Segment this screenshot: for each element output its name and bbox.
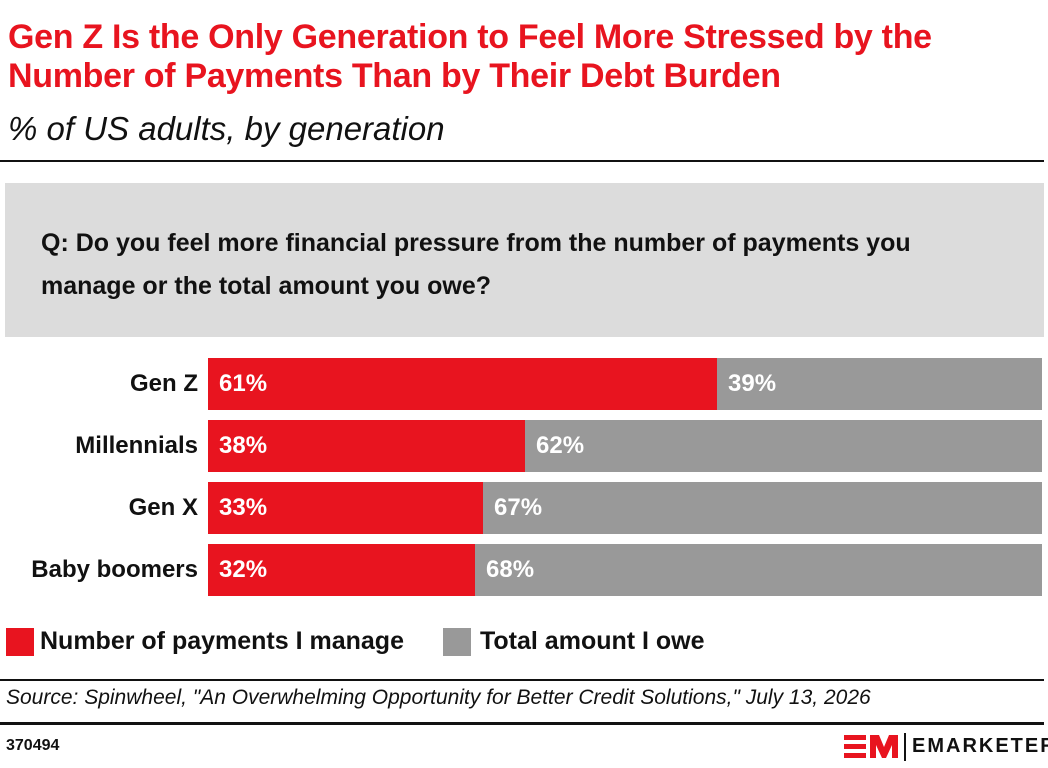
- bar-total-owed: [525, 420, 1042, 472]
- data-label: 67%: [494, 494, 543, 521]
- source-divider: [0, 679, 1044, 681]
- category-label: Gen X: [128, 494, 198, 521]
- category-label: Baby boomers: [31, 556, 198, 583]
- data-label: 68%: [486, 556, 535, 583]
- em-logo-icon: [844, 735, 898, 758]
- chart-title: Gen Z Is the Only Generation to Feel Mor…: [8, 18, 932, 95]
- data-label: 33%: [219, 494, 268, 521]
- question-text: Q: Do you feel more financial pressure f…: [41, 229, 911, 300]
- category-label: Millennials: [75, 432, 198, 459]
- legend-swatch-total-owed: [443, 628, 471, 656]
- source-note: Source: Spinwheel, "An Overwhelming Oppo…: [6, 686, 871, 709]
- data-label: 32%: [219, 556, 268, 583]
- bar-payments: [208, 420, 525, 472]
- bar-total-owed: [483, 482, 1042, 534]
- logo-divider: [904, 733, 906, 761]
- data-label: 38%: [219, 432, 268, 459]
- top-divider: [0, 160, 1044, 162]
- data-label: 62%: [536, 432, 585, 459]
- question-box: Q: Do you feel more financial pressure f…: [5, 183, 1044, 337]
- bar-total-owed: [475, 544, 1042, 596]
- bottom-divider: [0, 722, 1044, 725]
- legend-label-payments: Number of payments I manage: [40, 627, 404, 655]
- bar-payments: [208, 358, 717, 410]
- bar-payments: [208, 544, 475, 596]
- legend-label-total-owed: Total amount I owe: [480, 627, 705, 655]
- category-label: Gen Z: [129, 370, 198, 397]
- bar-payments: [208, 482, 483, 534]
- emarketer-logo: EMARKETER: [842, 731, 1048, 763]
- brand-name: EMARKETER: [912, 735, 1048, 757]
- chart-id: 370494: [6, 737, 60, 754]
- data-label: 39%: [728, 370, 777, 397]
- legend-swatch-payments: [6, 628, 34, 656]
- bar-total-owed: [717, 358, 1042, 410]
- data-label: 61%: [219, 370, 268, 397]
- chart-subtitle: % of US adults, by generation: [8, 110, 445, 147]
